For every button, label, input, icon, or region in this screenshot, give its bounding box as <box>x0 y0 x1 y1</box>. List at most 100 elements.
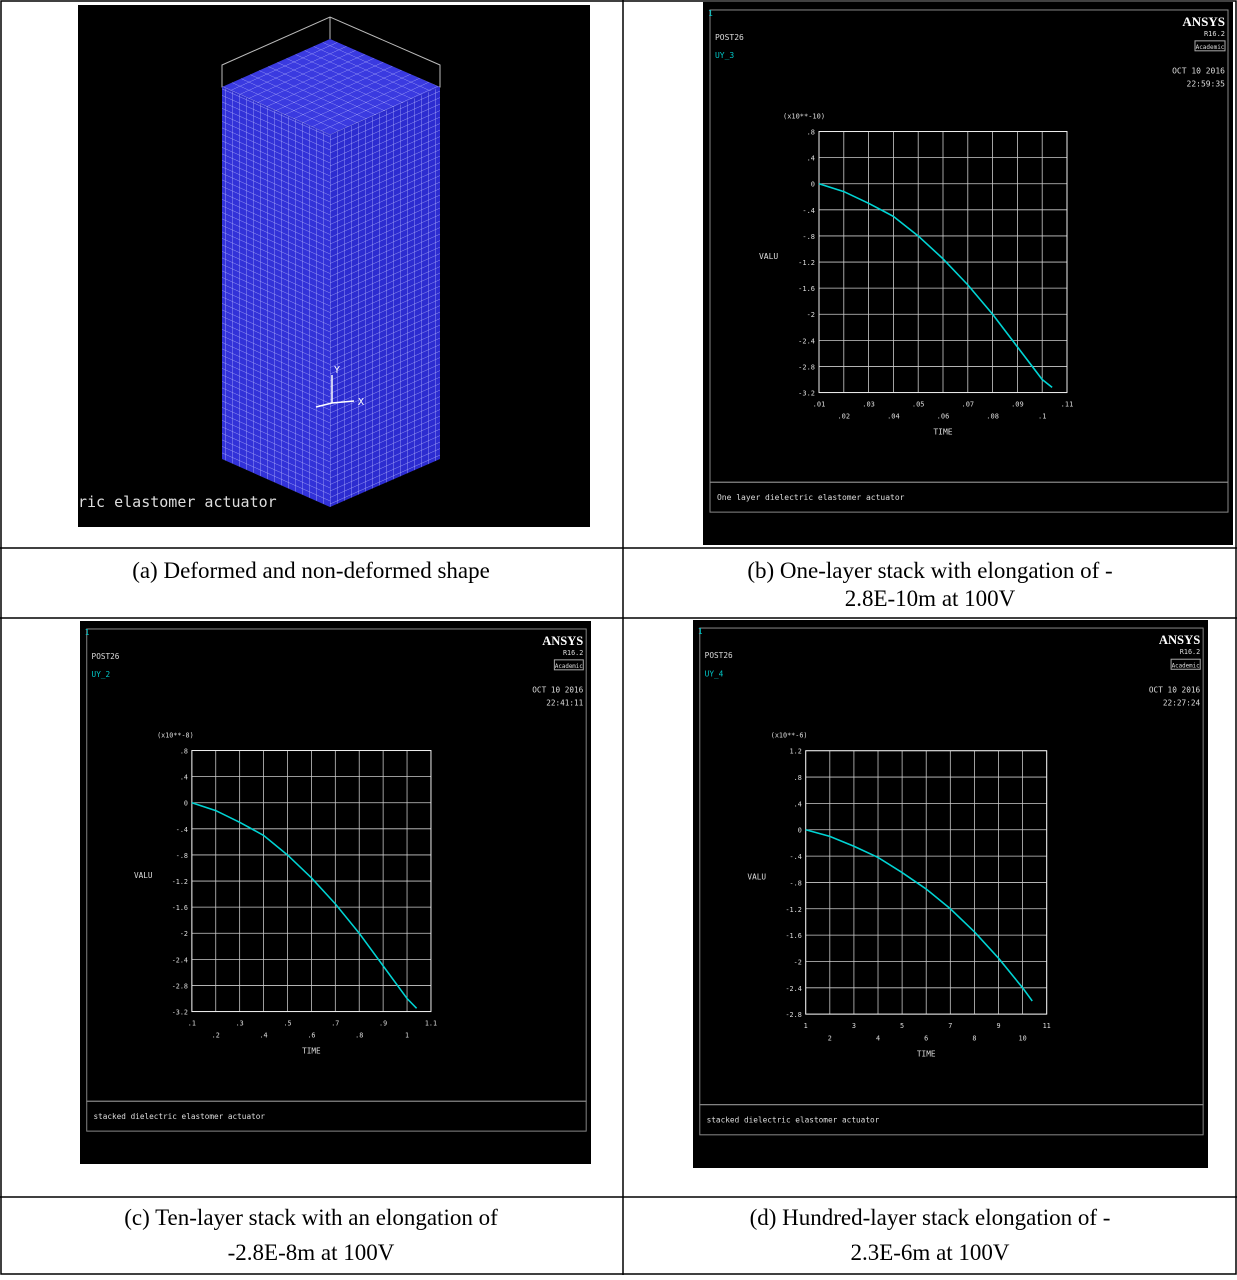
page: Y X ric elastomer actuator 1 POST26 UY_3 AN… <box>0 0 1237 1275</box>
image-footer: ric elastomer actuator <box>78 493 277 511</box>
x-tick-label: .5 <box>283 1019 291 1027</box>
y-tick-label: -2 <box>794 958 802 966</box>
date: OCT 10 2016 <box>532 686 583 695</box>
x-tick-label: .04 <box>887 412 900 420</box>
x-tick-label: .3 <box>236 1019 244 1027</box>
y-tick-label: 0 <box>798 827 802 835</box>
variable: UY_2 <box>92 670 111 679</box>
plot-footer: stacked dielectric elastomer actuator <box>707 1116 880 1125</box>
time: 22:59:35 <box>1187 80 1226 89</box>
x-tick-label: .02 <box>837 412 850 420</box>
time: 22:41:11 <box>546 699 583 708</box>
window-number: 1 <box>698 627 703 636</box>
x-tick-label: .06 <box>937 412 950 420</box>
y-tick-label: .4 <box>807 155 815 163</box>
x-tick-label: 3 <box>852 1022 856 1030</box>
y-tick-label: -1.2 <box>785 906 801 914</box>
y-tick-label: -.4 <box>802 207 815 215</box>
mesh-image: Y X ric elastomer actuator <box>78 5 590 527</box>
x-tick-label: 1 <box>405 1031 409 1039</box>
x-tick-label: 6 <box>924 1034 928 1042</box>
y-tick-label: -.4 <box>790 853 802 861</box>
date: OCT 10 2016 <box>1172 67 1225 76</box>
x-tick-label: .6 <box>307 1031 315 1039</box>
y-tick-label: 1.2 <box>790 748 802 756</box>
x-tick-label: .9 <box>379 1019 387 1027</box>
x-tick-label: .01 <box>813 401 826 409</box>
x-tick-label: 1.1 <box>425 1019 437 1027</box>
x-tick-label: .09 <box>1011 401 1024 409</box>
x-tick-label: .8 <box>355 1031 363 1039</box>
version: R16.2 <box>1204 30 1225 38</box>
x-tick-label: 7 <box>948 1022 952 1030</box>
plot-footer: stacked dielectric elastomer actuator <box>93 1112 265 1121</box>
license: Academic <box>1196 44 1225 51</box>
module: POST26 <box>92 652 120 661</box>
x-tick-label: 9 <box>996 1022 1000 1030</box>
y-tick-label: -2 <box>180 930 188 938</box>
x-tick-label: 5 <box>900 1022 904 1030</box>
multiplier: (x10**-10) <box>783 113 825 121</box>
y-tick-label: -3.2 <box>172 1008 188 1016</box>
caption: 2.3E-6m at 100V <box>850 1240 1009 1265</box>
brand: ANSYS <box>1182 14 1225 29</box>
y-tick-label: -1.2 <box>798 259 815 267</box>
y-tick-label: -1.6 <box>798 285 815 293</box>
y-tick-label: -1.6 <box>172 904 188 912</box>
y-tick-label: -2 <box>807 311 815 319</box>
multiplier: (x10**-8) <box>157 731 194 739</box>
x-tick-label: .05 <box>912 401 925 409</box>
variable: UY_3 <box>715 51 734 60</box>
x-tick-label: .11 <box>1061 401 1074 409</box>
multiplier: (x10**-6) <box>771 732 808 740</box>
y-tick-label: -.4 <box>176 826 188 834</box>
license: Academic <box>555 664 583 670</box>
x-tick-label: 10 <box>1019 1034 1027 1042</box>
y-axis-label: VALU <box>759 252 778 261</box>
x-axis-label: TIME <box>933 427 952 436</box>
axis-label: Y <box>334 365 340 376</box>
y-tick-label: 0 <box>811 181 815 189</box>
x-tick-label: 4 <box>876 1034 880 1042</box>
y-tick-label: -2.8 <box>798 363 815 371</box>
y-tick-label: -1.6 <box>785 932 801 940</box>
x-tick-label: .08 <box>986 412 999 420</box>
x-tick-label: 11 <box>1043 1022 1051 1030</box>
y-axis-label: VALU <box>134 871 153 880</box>
x-tick-label: 8 <box>972 1034 976 1042</box>
x-axis-label: TIME <box>917 1049 936 1058</box>
y-tick-label: -2.8 <box>785 1011 801 1019</box>
time: 22:27:24 <box>1163 698 1201 707</box>
caption: 2.8E-10m at 100V <box>845 586 1016 611</box>
ansys-plot: 1POST26UY_4ANSYSR16.2AcademicOCT 10 2016… <box>693 620 1208 1168</box>
window-number: 1 <box>85 628 90 637</box>
axis-label: X <box>358 397 364 408</box>
date: OCT 10 2016 <box>1149 685 1201 694</box>
x-tick-label: .1 <box>188 1019 196 1027</box>
license: Academic <box>1172 662 1200 669</box>
y-tick-label: 0 <box>184 800 188 808</box>
x-tick-label: .07 <box>961 401 974 409</box>
brand: ANSYS <box>542 634 583 648</box>
y-tick-label: .4 <box>180 774 188 782</box>
y-tick-label: -.8 <box>176 852 188 860</box>
x-tick-label: .03 <box>862 401 875 409</box>
y-tick-label: -2.4 <box>798 337 815 345</box>
x-axis-label: TIME <box>302 1046 321 1055</box>
caption: -2.8E-8m at 100V <box>228 1240 395 1265</box>
x-tick-label: 2 <box>828 1034 832 1042</box>
caption: (c) Ten-layer stack with an elongation o… <box>124 1205 498 1230</box>
x-tick-label: 1 <box>804 1022 808 1030</box>
y-tick-label: -2.4 <box>785 985 801 993</box>
module: POST26 <box>705 651 733 660</box>
x-tick-label: .2 <box>212 1031 220 1039</box>
figure-table: Y X ric elastomer actuator 1 POST26 UY_3 AN… <box>0 0 1237 1275</box>
y-tick-label: .8 <box>794 774 802 782</box>
caption: (d) Hundred-layer stack elongation of - <box>750 1205 1111 1230</box>
window-number: 1 <box>708 9 713 18</box>
y-tick-label: -.8 <box>790 879 802 887</box>
y-tick-label: -2.8 <box>172 982 188 990</box>
y-tick-label: -2.4 <box>172 956 188 964</box>
